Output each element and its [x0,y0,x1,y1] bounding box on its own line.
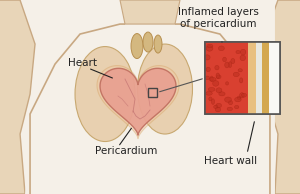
Polygon shape [262,0,300,194]
Bar [269,42,280,114]
Ellipse shape [216,73,220,78]
Ellipse shape [234,105,239,109]
Ellipse shape [206,67,210,72]
Text: Heart: Heart [68,58,97,68]
Bar [205,42,280,114]
Ellipse shape [231,58,235,64]
Ellipse shape [242,93,247,97]
Ellipse shape [216,103,222,108]
Ellipse shape [216,75,221,79]
Bar [256,42,262,114]
Bar [148,88,157,97]
Ellipse shape [214,105,218,109]
Ellipse shape [237,96,241,100]
Ellipse shape [218,46,224,51]
Bar [248,42,256,114]
Ellipse shape [154,35,162,53]
Ellipse shape [143,32,153,52]
Ellipse shape [216,88,222,93]
Ellipse shape [204,55,210,60]
Ellipse shape [208,87,215,91]
Ellipse shape [225,62,229,68]
Polygon shape [0,0,35,194]
Ellipse shape [206,92,212,95]
Ellipse shape [205,76,210,80]
Ellipse shape [229,62,232,68]
Ellipse shape [240,93,244,98]
Ellipse shape [235,97,241,102]
Ellipse shape [238,69,242,72]
Bar [205,42,248,114]
Ellipse shape [227,107,232,111]
Ellipse shape [131,34,143,59]
Ellipse shape [213,81,219,86]
Polygon shape [25,0,275,194]
Ellipse shape [207,44,213,48]
Ellipse shape [209,97,212,101]
Ellipse shape [215,65,219,70]
Bar [262,42,269,114]
Ellipse shape [75,47,135,141]
Ellipse shape [240,49,246,55]
Polygon shape [97,66,179,139]
Ellipse shape [236,50,240,54]
Polygon shape [100,68,176,135]
Text: Inflamed layers
of pericardium: Inflamed layers of pericardium [178,7,258,29]
Ellipse shape [226,82,229,85]
Ellipse shape [225,97,232,102]
Ellipse shape [212,99,214,104]
Ellipse shape [210,76,213,82]
Ellipse shape [219,92,225,96]
Ellipse shape [239,78,243,83]
Ellipse shape [206,46,213,51]
Ellipse shape [215,107,221,112]
Text: Heart wall: Heart wall [204,156,257,166]
Polygon shape [120,0,180,24]
Ellipse shape [228,101,233,105]
Bar [205,42,280,114]
Ellipse shape [233,72,239,77]
Ellipse shape [240,55,245,61]
Ellipse shape [209,77,216,81]
Ellipse shape [137,44,193,134]
Text: Pericardium: Pericardium [95,146,158,156]
Ellipse shape [223,57,226,62]
